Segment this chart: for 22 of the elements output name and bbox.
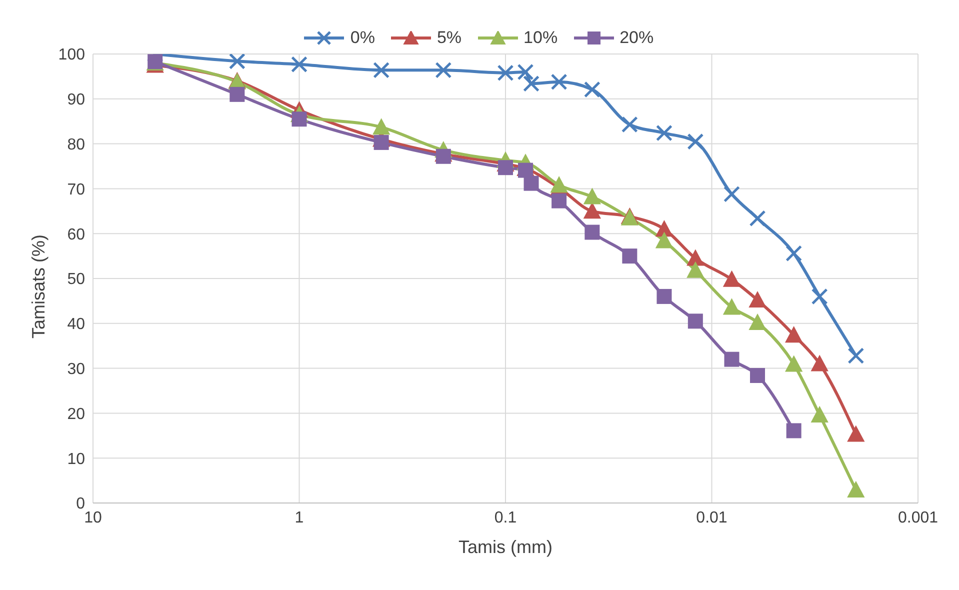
x-tick-label: 1 xyxy=(294,509,304,526)
y-axis-title: Tamisats (%) xyxy=(28,234,48,338)
y-tick-label: 20 xyxy=(67,406,86,423)
legend-label: 0% xyxy=(350,28,375,48)
legend-label: 5% xyxy=(436,28,462,48)
x-axis-title: Tamis (mm) xyxy=(458,537,552,557)
y-tick-label: 10 xyxy=(67,450,86,468)
y-tick-label: 90 xyxy=(67,92,86,109)
legend-label: 20% xyxy=(620,28,654,48)
y-tick-label: 40 xyxy=(67,316,86,334)
y-tick-label: 100 xyxy=(58,46,86,64)
x-tick-label: 0.001 xyxy=(898,509,938,526)
y-tick-label: 60 xyxy=(67,226,86,244)
y-tick-label: 80 xyxy=(67,136,86,154)
y-tick-label: 30 xyxy=(67,360,86,378)
legend-label: 10% xyxy=(524,28,558,48)
x-tick-label: 0.1 xyxy=(494,509,517,526)
y-tick-label: 50 xyxy=(67,271,86,288)
x-tick-label: 10 xyxy=(84,509,102,526)
y-tick-label: 70 xyxy=(67,181,86,198)
x-tick-label: 0.01 xyxy=(696,509,728,526)
y-tick-label: 0 xyxy=(76,496,86,513)
